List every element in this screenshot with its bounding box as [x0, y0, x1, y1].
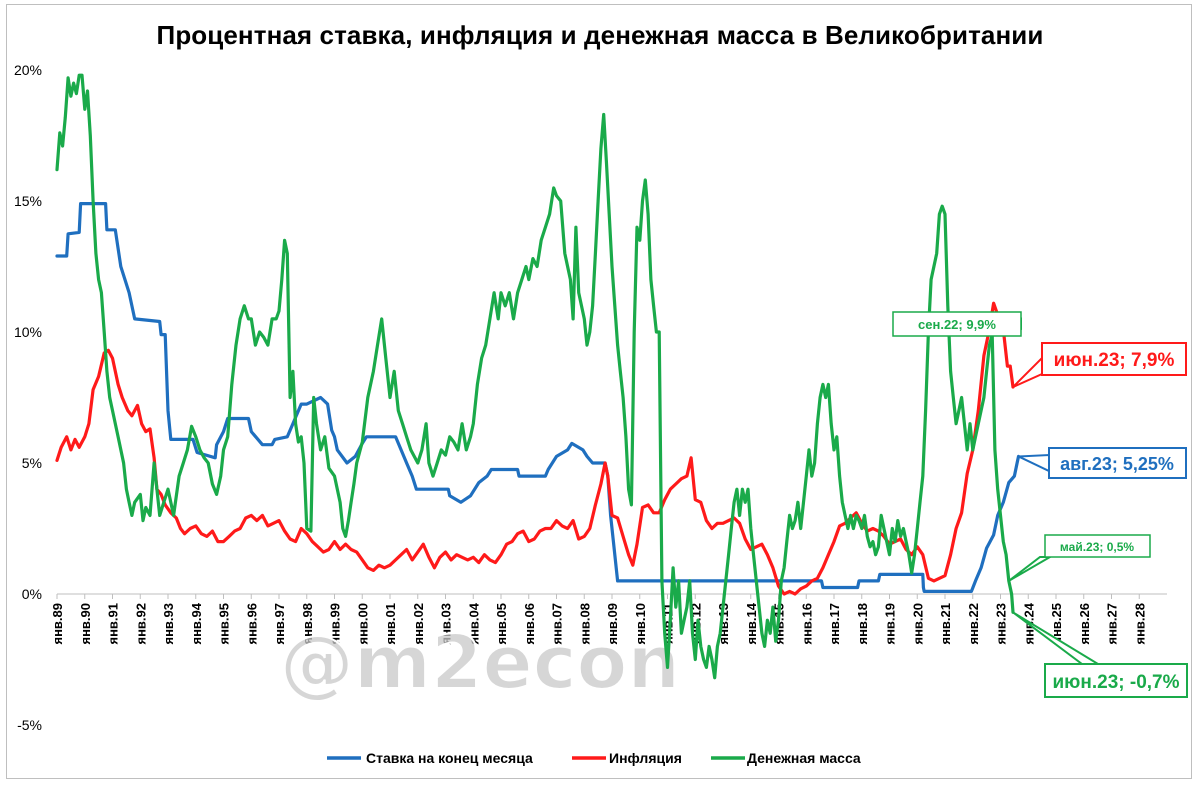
annotation-callout: май.23; 0,5% [1008, 534, 1151, 582]
annotation-box-fill [1046, 536, 1149, 556]
y-tick-label: 0% [22, 586, 42, 602]
annotation-label: авг.23; 5,25% [1060, 454, 1174, 474]
x-tick-label: янв.16 [799, 603, 814, 645]
x-tick-label: янв.21 [938, 603, 953, 645]
y-axis: 20% 15% 10% 5% 0% -5% [14, 62, 42, 733]
x-tick-label: янв.03 [439, 603, 454, 645]
x-tick-label: янв.05 [494, 603, 509, 645]
x-tick-label: янв.04 [466, 602, 481, 644]
watermark-text: @m2econ [280, 620, 680, 706]
x-tick-label: янв.22 [966, 603, 981, 645]
x-tick-label: янв.98 [300, 603, 315, 645]
x-tick-label: янв.01 [383, 603, 398, 645]
y-tick-label: 10% [14, 324, 42, 340]
annotation-label: июн.23; 7,9% [1054, 350, 1175, 371]
annotation-box-fill [1046, 665, 1186, 696]
x-tick-label: янв.10 [633, 603, 648, 645]
annotation-label: июн.23; -0,7% [1052, 672, 1179, 693]
series-layer [55, 73, 1021, 680]
x-tick-label: янв.94 [189, 602, 204, 644]
watermark: @m2econ [279, 619, 681, 707]
x-tick-label: янв.26 [1077, 603, 1092, 645]
legend-label: Ставка на конец месяца [366, 750, 533, 766]
x-tick-label: янв.06 [522, 603, 537, 645]
x-tick-label: янв.02 [411, 603, 426, 645]
annotation-label: сен.22; 9,9% [918, 317, 996, 332]
annotation-label: май.23; 0,5% [1060, 540, 1134, 554]
annotation-box-fill [1043, 344, 1185, 374]
annotation-leader [1008, 556, 1054, 582]
x-tick-label: янв.09 [605, 603, 620, 645]
x-tick-label: янв.17 [827, 603, 842, 645]
legend-item-money: Денежная масса [711, 750, 861, 766]
x-tick-label: янв.90 [78, 603, 93, 645]
legend-item-rate: Ставка на конец месяца [327, 750, 533, 766]
legend-label: Денежная масса [747, 750, 861, 766]
x-tick-label: янв.23 [994, 603, 1009, 645]
annotation-leader [1018, 453, 1050, 473]
x-tick-label: янв.97 [272, 603, 287, 645]
x-tick-label: янв.96 [244, 603, 259, 645]
x-tick-label: янв.93 [161, 603, 176, 645]
legend-item-inflation: Инфляция [572, 750, 682, 766]
x-tick-label: янв.27 [1105, 603, 1120, 645]
series-line-inflation [55, 301, 1015, 596]
series-line-money [55, 73, 1015, 680]
legend: Ставка на конец месяца Инфляция Денежная м… [327, 750, 861, 766]
annotation-callout: авг.23; 5,25% [1018, 447, 1187, 479]
x-tick-label: янв.00 [355, 603, 370, 645]
x-tick-label: янв.14 [744, 602, 759, 644]
annotation-callout: июн.23; 7,9% [1012, 342, 1187, 388]
x-tick-label: янв.89 [50, 603, 65, 645]
y-tick-label: -5% [17, 717, 42, 733]
y-tick-label: 5% [22, 455, 42, 471]
x-tick-label: янв.91 [106, 603, 121, 645]
annotation-leader [1012, 355, 1043, 388]
x-tick-label: янв.20 [910, 603, 925, 645]
x-tick-label: янв.19 [883, 603, 898, 645]
series-line-rate [55, 202, 1021, 593]
x-tick-label: янв.08 [577, 603, 592, 645]
x-tick-label: янв.25 [1049, 603, 1064, 645]
x-tick-label: янв.07 [550, 603, 565, 645]
x-tick-label: янв.18 [855, 603, 870, 645]
y-tick-label: 15% [14, 193, 42, 209]
x-tick-label: янв.92 [133, 603, 148, 645]
annotation-callout: сен.22; 9,9% [892, 311, 1022, 337]
legend-label: Инфляция [609, 750, 682, 766]
annotation-box-fill [894, 313, 1020, 335]
x-tick-label: янв.95 [217, 603, 232, 645]
x-tick-label: янв.99 [328, 603, 343, 645]
x-tick-label: янв.28 [1132, 603, 1147, 645]
annotation-callout: июн.23; -0,7% [1012, 611, 1188, 698]
y-tick-label: 20% [14, 62, 42, 78]
chart-title: Процентная ставка, инфляция и денежная м… [156, 20, 1044, 50]
annotation-box-fill [1050, 449, 1185, 477]
annotations: сен.22; 9,9% июн.23; 7,9% авг.23; 5,25% май… [892, 311, 1188, 698]
